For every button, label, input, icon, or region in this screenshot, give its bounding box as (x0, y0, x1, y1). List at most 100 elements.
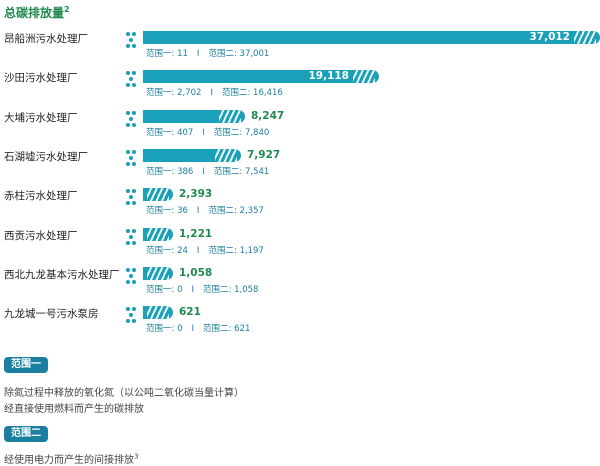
dots-icon (126, 268, 140, 288)
scope2-tag: 范围二 (4, 426, 48, 442)
scope2-label: 范围二 (203, 324, 229, 334)
bar-stripes (147, 306, 169, 319)
value-label: 1,058 (179, 267, 213, 279)
bar-stripes (147, 228, 169, 241)
bar (143, 31, 600, 44)
scope1-tag: 范围一 (4, 357, 48, 373)
category-label: 西北九龙基本污水处理厂 (4, 269, 120, 281)
bar (143, 110, 245, 123)
value-label: 19,118 (308, 70, 349, 82)
scope1-label: 范围一 (146, 324, 172, 334)
bar (143, 267, 173, 280)
value-label: 7,927 (247, 149, 281, 161)
dots-icon (126, 150, 140, 170)
bar-stripes (215, 149, 237, 162)
scope1-value: 407 (177, 128, 194, 138)
scope1-note-2: 经直接使用燃料而产生的碳排放 (4, 404, 144, 415)
category-label: 沙田污水处理厂 (4, 72, 78, 84)
bar-row: 石湖墟污水处理厂 7,927 范围一: 386 I 范围二: 7,541 (0, 149, 600, 183)
scope1-label: 范围一 (146, 167, 172, 177)
separator: I (210, 88, 213, 98)
bar-row: 大埔污水处理厂 8,247 范围一: 407 I 范围二: 7,840 (0, 110, 600, 144)
dots-icon (126, 229, 140, 249)
dots-icon (126, 71, 140, 91)
category-label: 赤柱污水处理厂 (4, 190, 78, 202)
scope2-label: 范围二 (208, 246, 234, 256)
scope2-value: 2,357 (239, 206, 264, 216)
dots-icon (126, 111, 140, 131)
scope-breakdown: 范围一: 0 I 范围二: 621 (146, 324, 251, 334)
category-label: 昂船洲污水处理厂 (4, 33, 88, 45)
value-label: 37,012 (529, 31, 570, 43)
scope1-label: 范围一 (146, 128, 172, 138)
scope2-note: 经使用电力而产生的间接排放3 (4, 452, 139, 466)
scope2-label: 范围二 (213, 167, 240, 177)
scope1-value: 386 (177, 167, 194, 177)
bar (143, 306, 173, 319)
separator: I (202, 167, 205, 177)
scope2-value: 621 (234, 324, 251, 334)
value-label: 2,393 (179, 188, 213, 200)
dots-icon (126, 307, 140, 327)
scope1-label: 范围一 (146, 206, 172, 216)
scope1-value: 36 (177, 206, 188, 216)
category-label: 石湖墟污水处理厂 (4, 151, 88, 163)
separator: I (202, 128, 205, 138)
bar-row: 昂船洲污水处理厂 37,012 范围一: 11 I 范围二: 37,001 (0, 31, 600, 65)
bar-row: 沙田污水处理厂 19,118 范围一: 2,702 I 范围二: 16,416 (0, 70, 600, 104)
scope1-label: 范围一 (146, 88, 172, 98)
scope1-label: 范围一 (146, 49, 172, 59)
dots-icon (126, 189, 140, 209)
category-label: 西贡污水处理厂 (4, 230, 78, 242)
scope1-value: 11 (177, 49, 188, 59)
value-label: 8,247 (251, 110, 285, 122)
bar-stripes (147, 188, 169, 201)
bar-row: 西北九龙基本污水处理厂 1,058 范围一: 0 I 范围二: 1,058 (0, 267, 600, 301)
scope-breakdown: 范围一: 2,702 I 范围二: 16,416 (146, 88, 283, 98)
scope2-label: 范围二 (208, 49, 234, 59)
scope2-value: 16,416 (253, 88, 283, 98)
scope1-label: 范围一 (146, 285, 172, 295)
separator: I (196, 49, 200, 59)
scope2-value: 1,197 (239, 246, 264, 256)
scope1-value: 2,702 (177, 88, 202, 98)
bar-row: 九龙城一号污水泵房 621 范围一: 0 I 范围二: 621 (0, 306, 600, 340)
bar-row: 赤柱污水处理厂 2,393 范围一: 36 I 范围二: 2,357 (0, 188, 600, 222)
scope1-value: 0 (177, 324, 183, 334)
scope2-label: 范围二 (221, 88, 248, 98)
separator: I (191, 285, 195, 295)
value-label: 621 (179, 306, 201, 318)
bar-stripes (219, 110, 241, 123)
scope2-value: 37,001 (239, 49, 270, 59)
scope2-label: 范围二 (213, 128, 240, 138)
scope1-value: 0 (177, 285, 183, 295)
bar (143, 228, 173, 241)
bar-stripes (574, 31, 596, 44)
bar-stripes (353, 70, 375, 83)
scope-breakdown: 范围一: 36 I 范围二: 2,357 (146, 206, 264, 216)
scope2-value: 1,058 (234, 285, 259, 295)
scope2-value: 7,840 (244, 128, 270, 138)
bar-row: 西贡污水处理厂 1,221 范围一: 24 I 范围二: 1,197 (0, 228, 600, 262)
bar (143, 70, 379, 83)
scope-breakdown: 范围一: 386 I 范围二: 7,541 (146, 167, 270, 177)
scope2-value: 7,541 (244, 167, 270, 177)
category-label: 九龙城一号污水泵房 (4, 308, 99, 320)
scope1-value: 24 (177, 246, 188, 256)
chart-title: 总碳排放量2 (4, 5, 70, 20)
bar (143, 188, 173, 201)
separator: I (196, 246, 200, 256)
dots-icon (126, 32, 140, 52)
separator: I (196, 206, 200, 216)
scope1-note-1: 除氮过程中释放的氧化氮（以公吨二氧化碳当量计算） (4, 388, 244, 399)
scope-breakdown: 范围一: 0 I 范围二: 1,058 (146, 285, 259, 295)
separator: I (191, 324, 195, 334)
scope1-label: 范围一 (146, 246, 172, 256)
bar (143, 149, 241, 162)
value-label: 1,221 (179, 228, 213, 240)
bar-stripes (147, 267, 169, 280)
scope-breakdown: 范围一: 407 I 范围二: 7,840 (146, 128, 270, 138)
scope-breakdown: 范围一: 24 I 范围二: 1,197 (146, 246, 264, 256)
scope-breakdown: 范围一: 11 I 范围二: 37,001 (146, 49, 270, 59)
scope2-label: 范围二 (203, 285, 229, 295)
